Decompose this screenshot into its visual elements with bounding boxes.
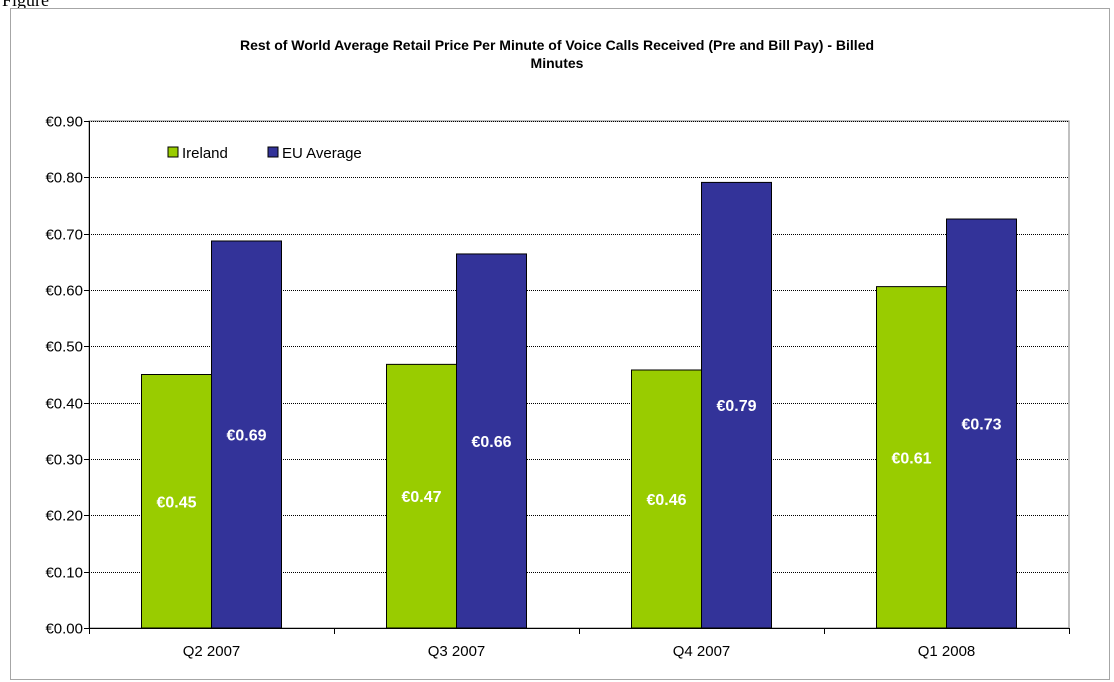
data-label: €0.61 [891,450,931,467]
data-label: €0.69 [226,427,266,444]
figure-label: Figure [2,0,49,10]
y-tick-label: €0.50 [45,339,83,356]
y-tick-label: €0.90 [45,114,83,131]
chart-title-line-1: Rest of World Average Retail Price Per M… [239,37,875,53]
data-label: €0.45 [156,494,196,511]
data-label: €0.73 [961,417,1001,434]
y-tick-label: €0.80 [45,170,83,187]
axes [84,121,1070,634]
legend-label: EU Average [282,145,362,162]
y-tick-label: €0.60 [45,283,83,300]
labels: €0.00 €0.10 €0.20 €0.30 €0.40 €0.50 €0.60 €0.70… [45,114,1001,661]
y-tick-label: €0.30 [45,452,83,469]
y-tick-label: €0.00 [45,621,83,638]
y-tick-label: €0.40 [45,396,83,413]
x-tick-label: Q2 2007 [183,643,241,660]
bar-eu-average [456,253,527,629]
bar-eu-average [946,218,1017,629]
data-label: €0.66 [471,434,511,451]
bar-ireland [631,369,702,629]
x-tick-label: Q1 2008 [918,643,976,660]
y-tick-label: €0.70 [45,227,83,244]
legend: Ireland EU Average [167,145,362,162]
y-tick-label: €0.20 [45,508,83,525]
data-label: €0.79 [716,398,756,415]
bar-eu-average [701,181,772,629]
x-tick-label: Q3 2007 [428,643,486,660]
chart-title: Rest of World Average Retail Price Per M… [0,36,1114,72]
legend-swatch [167,146,179,158]
data-label: €0.47 [401,489,441,506]
bar-eu-average [211,240,282,629]
bar-ireland [141,374,212,629]
x-tick-label: Q4 2007 [673,643,731,660]
data-label: €0.46 [646,492,686,509]
legend-label: Ireland [182,145,228,162]
bars [141,181,1017,629]
legend-swatch [267,146,279,158]
bar-ireland [386,363,457,629]
y-tick-label: €0.10 [45,565,83,582]
chart-title-line-2: Minutes [530,55,584,71]
